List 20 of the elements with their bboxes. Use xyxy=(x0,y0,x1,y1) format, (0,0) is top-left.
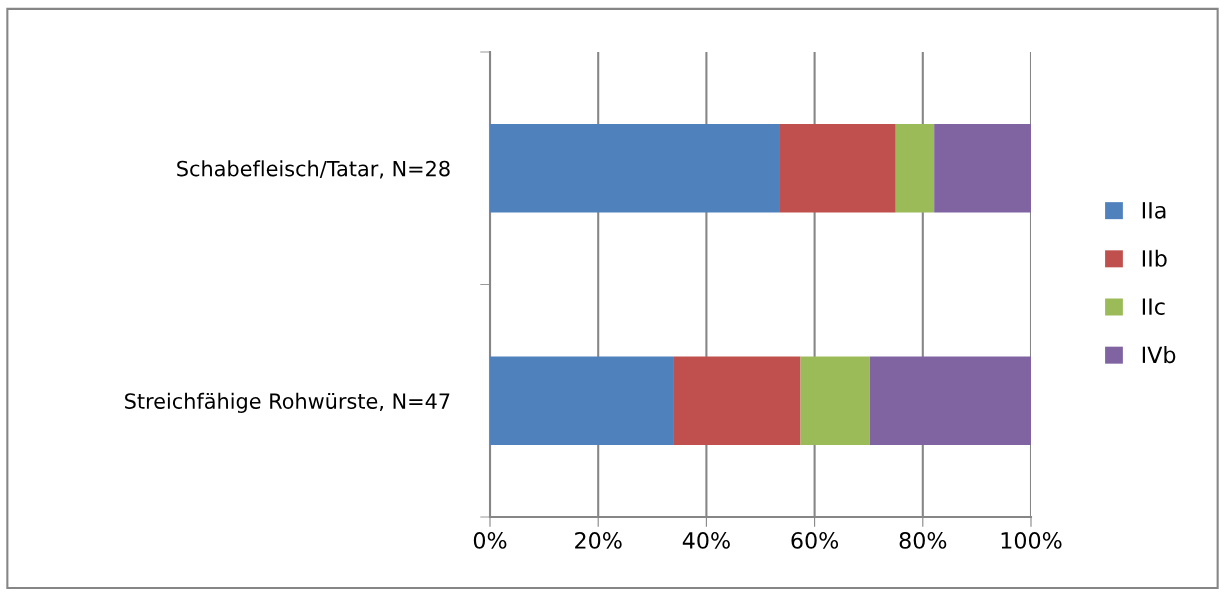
bar xyxy=(490,356,674,445)
legend-label: IIc xyxy=(1142,298,1165,316)
bar xyxy=(895,124,935,213)
bar xyxy=(869,356,1031,445)
legend-label: IIb xyxy=(1142,249,1167,267)
bar xyxy=(779,124,896,213)
legend-label: IIa xyxy=(1142,202,1166,219)
bar xyxy=(800,356,870,445)
x-tick-label: 0% xyxy=(473,531,507,549)
y-tick-label: Schabefleisch/Tatar, N=28 xyxy=(177,160,450,179)
x-tick-label: 80% xyxy=(899,531,947,549)
bar xyxy=(673,356,801,445)
y-tick-label: Streichfähige Rohwürste, N=47 xyxy=(125,392,450,413)
x-tick-label: 60% xyxy=(791,531,839,549)
bar xyxy=(934,124,1031,213)
bar xyxy=(490,124,780,213)
x-tick-label: 20% xyxy=(575,531,622,549)
x-tick-label: 100% xyxy=(1001,531,1062,549)
x-tick-label: 40% xyxy=(682,531,730,549)
legend-label: IVb xyxy=(1142,346,1176,364)
